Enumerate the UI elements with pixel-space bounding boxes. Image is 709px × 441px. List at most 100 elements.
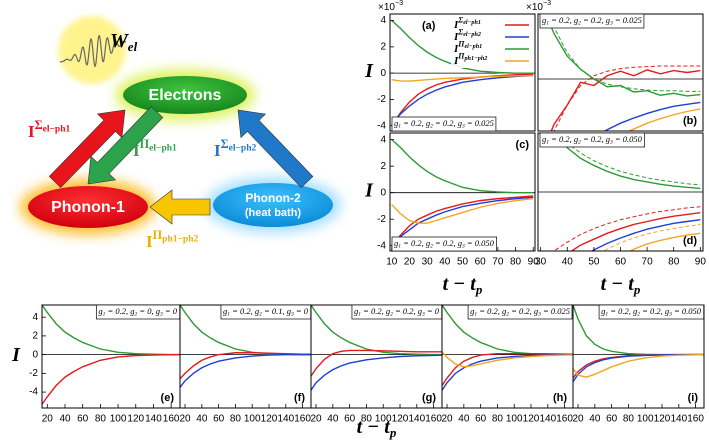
text-part: = 0.025: [613, 15, 642, 25]
text-part: I: [28, 122, 35, 141]
text-part: 3: [609, 21, 613, 27]
text-part: 2: [259, 312, 262, 318]
text-part: t − t: [443, 273, 478, 295]
text-part: I: [146, 232, 153, 251]
x-tick-label: 40: [327, 414, 339, 425]
x-tick-label: 160: [425, 414, 442, 425]
text-part: 2: [430, 244, 433, 250]
x-tick-label: 60: [475, 257, 487, 268]
text-part: 3: [537, 312, 541, 318]
text-part: g: [394, 118, 398, 128]
x-tick-label: 120: [523, 414, 540, 425]
x-tick-label: 40: [589, 414, 601, 425]
panel-label: (g): [422, 392, 436, 404]
edge-arrow: [87, 106, 164, 185]
text-part: 2: [578, 140, 581, 146]
series-line: [391, 20, 534, 74]
series-line: [590, 219, 701, 251]
x-tick-label: 120: [127, 414, 144, 425]
text-part: g: [601, 306, 605, 316]
text-part: = 0.2, g: [401, 118, 430, 128]
text-part: 2: [506, 312, 509, 318]
text-part: 3: [609, 140, 613, 146]
panel-label: (d): [683, 235, 697, 247]
axis-multiplier: ×10−3: [526, 0, 551, 13]
text-part: = 0.2, g: [230, 306, 259, 316]
annotation: g1 = 0.2, g2 = 0.2, g3 = 0.050: [542, 134, 643, 146]
text-part: W: [110, 30, 129, 52]
text-part: = 0.2, g: [433, 118, 462, 128]
x-tick-label: 140: [277, 414, 294, 425]
text-part: = 0.2, g: [361, 306, 390, 316]
x-tick-label: 160: [294, 414, 311, 425]
text-part: ph1−ph2: [162, 235, 198, 245]
x-tick-label: 60: [615, 257, 627, 268]
edge-label: IΠel−ph1: [133, 137, 177, 160]
laser-pulse: [59, 34, 127, 68]
panel-label: (e): [161, 392, 175, 404]
text-part: 1: [398, 124, 401, 130]
series-line: [42, 353, 180, 405]
series-line: [391, 73, 534, 127]
text-part: Π: [457, 39, 465, 48]
x-tick-label: 160: [556, 414, 573, 425]
text-part: Σ: [35, 118, 43, 132]
x-tick-label: 140: [145, 414, 162, 425]
series-line: [545, 14, 701, 97]
y-axis-label: I: [364, 180, 374, 202]
plot-content: [180, 305, 311, 388]
text-part: −3: [543, 0, 551, 7]
text-part: p: [475, 282, 483, 297]
annotation: g1 = 0.2, g2 = 0.2, g3 = 0: [354, 306, 440, 318]
axis-multiplier: ×10−3: [378, 0, 403, 13]
series-line: [442, 351, 573, 368]
series-line: [311, 305, 442, 356]
text-part: g: [98, 306, 102, 316]
edge-arrow: [48, 109, 126, 189]
text-part: 2: [578, 21, 581, 27]
diagram: Electrons Phonon-1 Phonon-2 (heat bath) …: [20, 16, 341, 251]
text-part: el−ph1: [463, 20, 481, 26]
text-part: Σ: [457, 27, 463, 36]
text-part: = 0, g: [137, 306, 160, 316]
text-part: g: [223, 306, 227, 316]
plot-content: [390, 20, 535, 127]
edge-arrow: [237, 109, 314, 188]
plot-content: [573, 305, 704, 383]
x-axis-label: t − tp: [357, 416, 397, 440]
legend-label: IΣel−ph2: [453, 27, 481, 42]
text-part: ph1−ph2: [463, 56, 487, 62]
text-part: 3: [461, 244, 465, 250]
edge-label: IΠph1−ph2: [146, 228, 199, 251]
text-part: 3: [159, 312, 163, 318]
x-tick-label: 160: [163, 414, 180, 425]
text-part: −3: [395, 0, 403, 7]
y-tick-label: 0: [380, 187, 386, 198]
y-tick-label: 4: [380, 15, 386, 26]
text-part: g: [542, 134, 546, 144]
series-line: [180, 353, 311, 388]
series-line: [553, 65, 701, 131]
y-tick-label: 4: [32, 312, 38, 323]
text-part: = 0.2, g: [433, 238, 462, 248]
text-part: = 0: [163, 306, 178, 316]
x-tick-label: 140: [539, 414, 556, 425]
x-tick-label: 100: [110, 414, 127, 425]
text-part: el−ph2: [229, 144, 257, 154]
series-line: [603, 101, 701, 131]
x-tick-label: 20: [42, 414, 54, 425]
x-tick-label: 40: [196, 414, 208, 425]
x-tick-label: 40: [59, 414, 71, 425]
x-tick-label: 50: [588, 257, 600, 268]
phonon2-node: [213, 183, 333, 227]
annotation-box: [598, 304, 705, 320]
text-part: 1: [546, 140, 549, 146]
text-part: 3: [668, 312, 672, 318]
laser-glow: [58, 16, 126, 84]
series-line: [391, 74, 534, 125]
phonon1-node: [28, 186, 148, 228]
node-label: Electrons: [149, 87, 222, 104]
